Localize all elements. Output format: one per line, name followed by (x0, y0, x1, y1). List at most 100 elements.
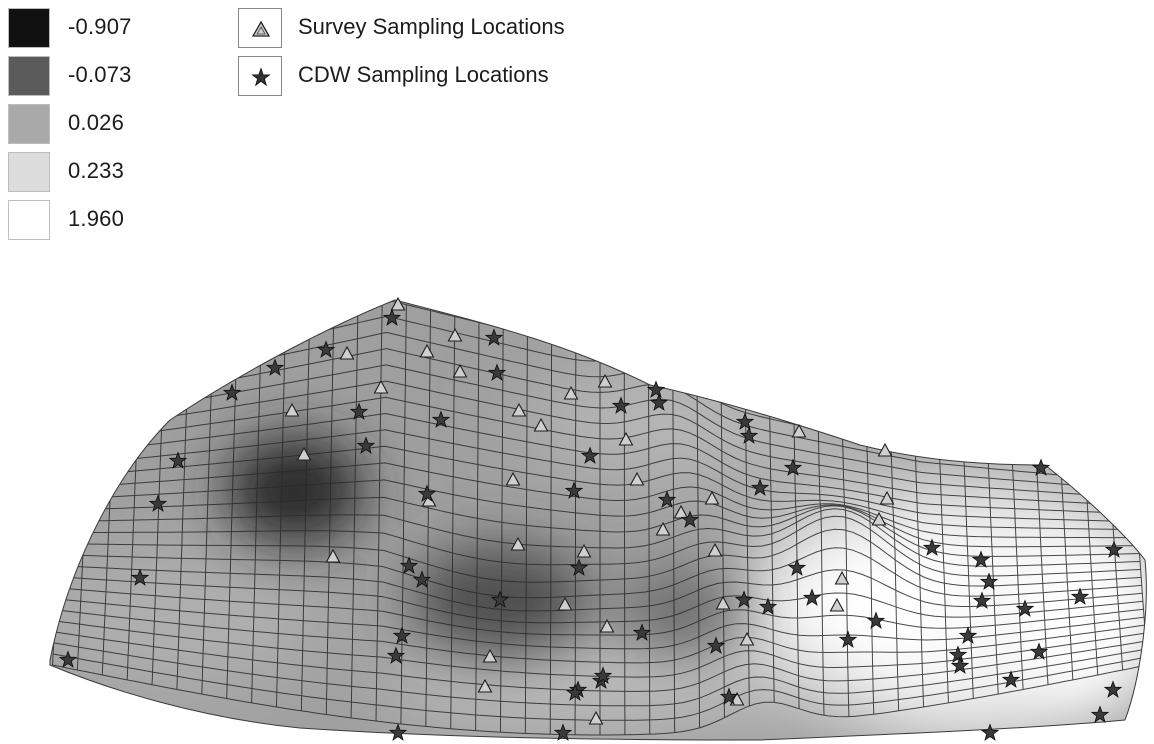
cdw-sampling-marker (382, 308, 402, 326)
cdw-sampling-marker (706, 636, 726, 654)
legend-class-label-2: -0.073 (68, 62, 132, 87)
survey-sampling-marker (791, 423, 807, 438)
cdw-sampling-marker (1070, 587, 1090, 605)
legend-symbol-label-survey: Survey Sampling Locations (298, 14, 565, 39)
cdw-sampling-marker (611, 396, 631, 414)
survey-sampling-marker (618, 431, 634, 446)
legend-swatch-3 (8, 104, 50, 144)
cdw-sampling-marker (787, 558, 807, 576)
legend-class-1: -0.907 (8, 8, 188, 48)
grid-line-col (865, 416, 875, 715)
grid-line-col (793, 399, 800, 709)
survey-sampling-marker (510, 536, 526, 551)
cdw-sampling-marker (750, 478, 770, 496)
cdw-sampling-marker (948, 645, 968, 663)
survey-sampling-marker (707, 542, 723, 557)
legend-symbol-box-cdw (238, 56, 282, 96)
survey-sampling-marker (576, 543, 592, 558)
cdw-sampling-marker (950, 656, 970, 674)
cdw-sampling-marker (417, 484, 437, 502)
cdw-sampling-marker (356, 436, 376, 454)
cdw-sampling-marker (148, 494, 168, 512)
cdw-sampling-marker (1103, 680, 1123, 698)
grid-line-col (325, 312, 335, 715)
cdw-sampling-marker (739, 426, 759, 444)
grid-line-col (375, 301, 383, 722)
grid-line-col (276, 324, 286, 707)
survey-sampling-marker (447, 327, 463, 342)
grid-line-col (672, 348, 676, 733)
grid-line-col (201, 342, 214, 695)
survey-sampling-marker (533, 417, 549, 432)
survey-sampling-marker (421, 492, 437, 507)
cdw-sampling-marker (971, 550, 991, 568)
survey-sampling-marker (829, 597, 845, 612)
legend-class-label-1: -0.907 (68, 14, 132, 39)
cdw-sampling-marker (734, 590, 754, 608)
grid-line-col (524, 334, 528, 734)
survey-sampling-marker (834, 570, 850, 585)
survey-sampling-marker (452, 363, 468, 378)
legend-class-label-4: 0.233 (68, 158, 125, 183)
cdw-sampling-marker (980, 723, 1000, 741)
cdw-sampling-marker (316, 340, 336, 358)
grid-line-col (1059, 448, 1074, 680)
triangle-icon (251, 20, 271, 37)
survey-sampling-marker (597, 373, 613, 388)
survey-sampling-marker (477, 678, 493, 693)
cdw-sampling-marker (1001, 670, 1021, 688)
survey-sampling-marker (284, 402, 300, 417)
survey-sampling-marker (879, 490, 895, 505)
cdw-sampling-marker (412, 570, 432, 588)
grid-line-col (350, 307, 359, 718)
surface-outline (49, 299, 1147, 741)
grid-line-col (500, 328, 504, 733)
cdw-sampling-marker (58, 650, 78, 668)
grid-line-col (720, 378, 725, 718)
legend-swatch-2 (8, 56, 50, 96)
cdw-sampling-marker (265, 358, 285, 376)
cdw-sampling-marker (1015, 599, 1035, 617)
survey-sampling-marker (655, 521, 671, 536)
legend-class-3: 0.026 (8, 104, 188, 144)
grid-line-col (841, 411, 850, 717)
cdw-sampling-marker (593, 666, 613, 684)
cdw-sampling-marker (553, 723, 573, 741)
grid-line-col (768, 393, 775, 703)
survey-sampling-marker (390, 296, 406, 311)
survey-sampling-marker (325, 548, 341, 563)
grid-line-col (817, 405, 825, 716)
grid-line-col (647, 339, 651, 735)
survey-sampling-marker (339, 345, 355, 360)
cdw-sampling-marker (168, 451, 188, 469)
cdw-sampling-marker (484, 328, 504, 346)
cdw-sampling-marker (958, 626, 978, 644)
grid-line-col (986, 438, 999, 695)
legend-symbol-survey: Survey Sampling Locations (238, 8, 638, 48)
survey-sampling-marker (739, 631, 755, 646)
survey-sampling-marker (715, 595, 731, 610)
cdw-sampling-marker (569, 558, 589, 576)
legend-class-5: 1.960 (8, 200, 188, 240)
survey-sampling-marker (704, 490, 720, 505)
cdw-sampling-marker (399, 556, 419, 574)
cdw-sampling-marker (838, 630, 858, 648)
cdw-sampling-marker (392, 626, 412, 644)
survey-sampling-marker (511, 402, 527, 417)
grid-line-col (696, 364, 700, 728)
cdw-sampling-marker (222, 383, 242, 401)
grid-line-col (1011, 442, 1024, 690)
legend-class-2: -0.073 (8, 56, 188, 96)
cdw-sampling-marker (680, 510, 700, 528)
cdw-sampling-marker (130, 568, 150, 586)
cdw-sampling-marker (979, 572, 999, 590)
legend-class-label-5: 1.960 (68, 206, 125, 231)
legend-symbol-box-survey (238, 8, 282, 48)
grid-line-col (300, 318, 310, 711)
grid-line-col (1035, 445, 1049, 685)
star-icon (251, 67, 271, 87)
survey-sampling-marker (877, 442, 893, 457)
cdw-sampling-marker (758, 597, 778, 615)
cdw-sampling-marker (719, 687, 739, 705)
